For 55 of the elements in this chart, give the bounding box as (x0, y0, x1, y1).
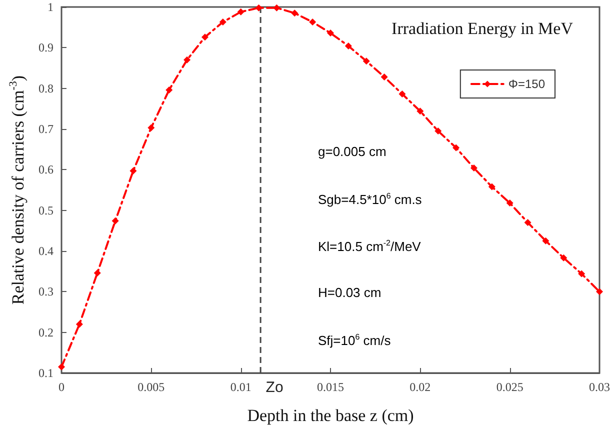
y-tick-label: 0.2 (38, 325, 54, 340)
y-tick-label: 0.6 (38, 162, 54, 177)
point (452, 144, 460, 152)
y-tick-label: 0.5 (38, 203, 54, 218)
text: Irradiation Energy in MeV (392, 19, 574, 38)
point (219, 18, 226, 26)
x-tick-label: 0.015 (317, 380, 344, 394)
point (470, 164, 478, 172)
point (273, 4, 280, 12)
y-tick-label: 0.8 (38, 81, 54, 96)
point (130, 167, 137, 174)
x-tick-label: 0.03 (589, 380, 610, 394)
point (416, 108, 424, 115)
point (58, 363, 65, 370)
annotation: H=0.03 cm (318, 285, 382, 300)
point (488, 183, 496, 190)
x-tick-label: 0.005 (138, 380, 165, 394)
point (596, 288, 603, 296)
point (560, 254, 568, 262)
y-axis-title: Relative density of carriers (cm-3) (8, 75, 28, 305)
x-tick-label: 0 (58, 380, 64, 394)
x-tick-label: 0.02 (410, 380, 431, 394)
point (201, 34, 208, 41)
point (344, 42, 352, 50)
point (434, 128, 442, 135)
y-tick-label: 0.3 (38, 284, 54, 299)
annotation: g=0.005 cm (318, 144, 386, 159)
point (380, 73, 388, 80)
point (237, 8, 244, 16)
point (166, 86, 173, 94)
x-tick-label: 0.01 (230, 380, 252, 394)
point (291, 10, 298, 17)
point (327, 30, 334, 37)
point (94, 269, 101, 276)
y-tick-label: 0.4 (38, 244, 54, 258)
y-tick-label: 1 (48, 0, 54, 14)
point (506, 200, 514, 207)
point (148, 124, 155, 132)
y-tick-label: 0.9 (38, 40, 54, 55)
x-tick-label: 0.025 (496, 380, 524, 394)
point (542, 237, 550, 244)
y-tick-label: 0.7 (38, 122, 54, 136)
point (362, 58, 370, 65)
point (184, 56, 191, 64)
ref-line-label: Zo (266, 379, 284, 396)
point (309, 18, 316, 26)
point (524, 219, 532, 226)
x-axis-title: Depth in the base z (cm) (247, 406, 414, 425)
legend-label: Φ=150 (508, 77, 546, 91)
point (255, 4, 262, 12)
point (76, 320, 83, 328)
point (398, 90, 406, 98)
point (578, 270, 586, 278)
y-tick-label: 0.1 (38, 366, 54, 380)
point (112, 217, 119, 224)
